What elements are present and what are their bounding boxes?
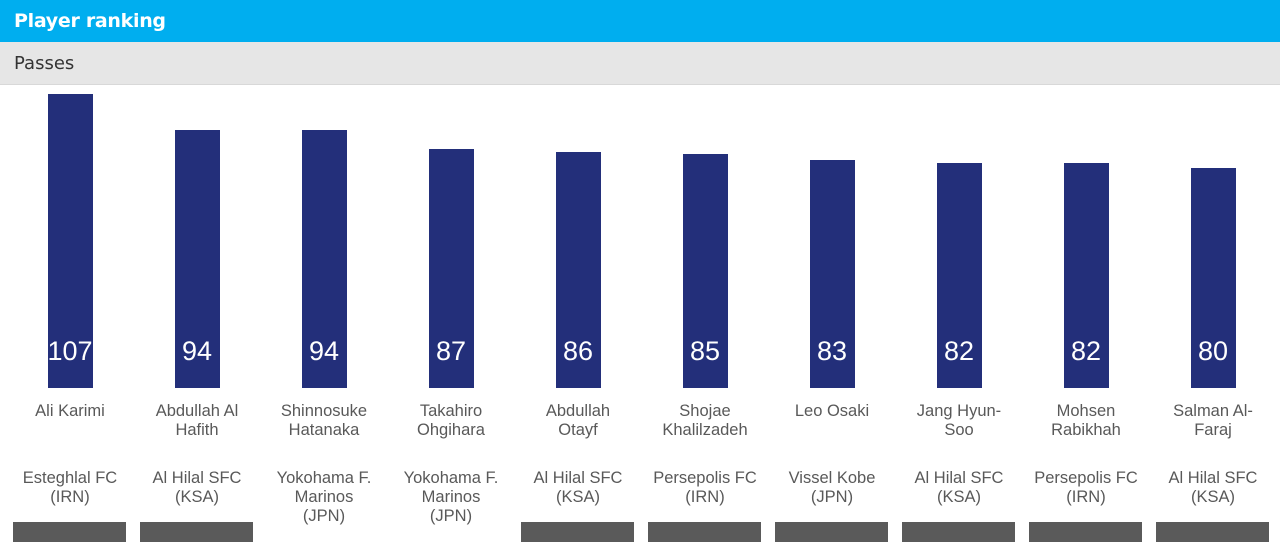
team-name-label: Al Hilal SFC (KSA) [137,469,257,507]
player-name-label: Shojae Khalilzadeh [645,402,765,440]
bar [682,154,728,388]
player-name-label: Mohsen Rabikhah [1026,402,1146,440]
team-name-label-line: Al Hilal SFC [914,469,1004,487]
player-name-label-line: Salman Al- [1173,402,1253,420]
player-name-label-line: Shojae [679,402,731,420]
player-name-label-line: Abdullah Al [155,402,239,420]
team-name-label: Yokohama F. Marinos (JPN) [264,469,384,526]
player-name-label-line: Abdullah [545,402,611,420]
bar [428,148,474,388]
bar-value-label: 85 [689,336,721,366]
team-name-label-line: Esteghlal FC [22,469,118,487]
bar-value-label: 82 [943,336,975,366]
team-name-label-line: (KSA) [174,488,219,506]
footer-block [521,522,634,542]
bar [174,129,220,388]
player-name-label-line: Ohgihara [417,421,485,439]
team-name-label: Esteghlal FC (IRN) [10,469,130,507]
bar-value-label: 94 [181,336,213,366]
player-name-label: Takahiro Ohgihara [391,402,511,440]
footer-block [140,522,253,542]
bar-value-label: 80 [1197,336,1229,366]
player-name-label: Salman Al- Faraj [1153,402,1273,440]
team-name-label: Al Hilal SFC (KSA) [1153,469,1273,507]
team-name-label-line: Yokohama F. [403,469,499,487]
bar-value-label: 107 [47,336,93,366]
bar [555,151,601,388]
bar [809,159,855,388]
player-name-label: Jang Hyun- Soo [899,402,1019,440]
footer-block [648,522,761,542]
team-name-label: Al Hilal SFC (KSA) [899,469,1019,507]
player-name-label-line: Khalilzadeh [662,421,748,439]
footer-block [902,522,1015,542]
player-name-label: Shinnosuke Hatanaka [264,402,384,440]
team-name-label-line: Al Hilal SFC [1168,469,1258,487]
player-name-label-line: Jang Hyun- [916,402,1002,420]
bar-value-label: 83 [816,336,848,366]
team-name-label-line: Marinos [421,488,481,506]
team-name-label-line: (KSA) [555,488,600,506]
player-name-label: Leo Osaki [772,402,892,421]
bar-value-label: 82 [1070,336,1102,366]
team-name-label-line: Marinos [294,488,354,506]
bar-value-label: 86 [562,336,594,366]
team-name-label-line: (JPN) [810,488,854,506]
team-name-label-line: Al Hilal SFC [152,469,242,487]
team-name-label-line: (KSA) [936,488,981,506]
page-header: Player ranking [0,0,1280,42]
bar [301,129,347,388]
footer-block [775,522,888,542]
section-title: Passes [14,53,75,74]
player-name-label-line: Rabikhah [1051,421,1121,439]
footer-block [1156,522,1269,542]
bar [1190,168,1236,388]
team-name-label-line: (IRN) [1066,488,1106,506]
player-name-label-line: Soo [944,421,974,439]
team-name-label-line: (JPN) [429,507,473,525]
footer-block [1029,522,1142,542]
player-name-label: Abdullah Otayf [518,402,638,440]
team-name-label-line: (JPN) [302,507,346,525]
bar [1063,162,1109,388]
player-name-label-line: Leo Osaki [794,402,870,420]
player-name-label-line: Otayf [558,421,598,439]
page-title: Player ranking [14,10,166,32]
player-name-label-line: Hafith [175,421,219,439]
team-name-label-line: (IRN) [685,488,725,506]
player-name-label-line: Shinnosuke [280,402,368,420]
team-name-label-line: Yokohama F. [276,469,372,487]
team-name-label-line: Al Hilal SFC [533,469,623,487]
team-name-label-line: Persepolis FC [1034,469,1138,487]
bar-value-label: 87 [435,336,467,366]
team-name-label-line: Persepolis FC [653,469,757,487]
team-name-label-line: (KSA) [1190,488,1235,506]
player-name-label-line: Hatanaka [288,421,360,439]
player-name-label: Abdullah Al Hafith [137,402,257,440]
team-name-label-line: (IRN) [50,488,90,506]
bar-value-label: 94 [308,336,340,366]
footer-block [13,522,126,542]
player-name-label-line: Ali Karimi [35,402,105,420]
player-name-label-line: Faraj [1194,421,1232,439]
team-name-label: Al Hilal SFC (KSA) [518,469,638,507]
team-name-label: Persepolis FC (IRN) [645,469,765,507]
bar [936,162,982,388]
team-name-label: Persepolis FC (IRN) [1026,469,1146,507]
team-name-label: Yokohama F. Marinos (JPN) [391,469,511,526]
team-name-label-line: Vissel Kobe [788,469,876,487]
player-name-label: Ali Karimi [10,402,130,421]
player-name-label-line: Takahiro [419,402,483,420]
section-header: Passes [0,42,1280,85]
player-name-label-line: Mohsen [1056,402,1116,420]
bar [47,94,93,388]
team-name-label: Vissel Kobe (JPN) [772,469,892,507]
